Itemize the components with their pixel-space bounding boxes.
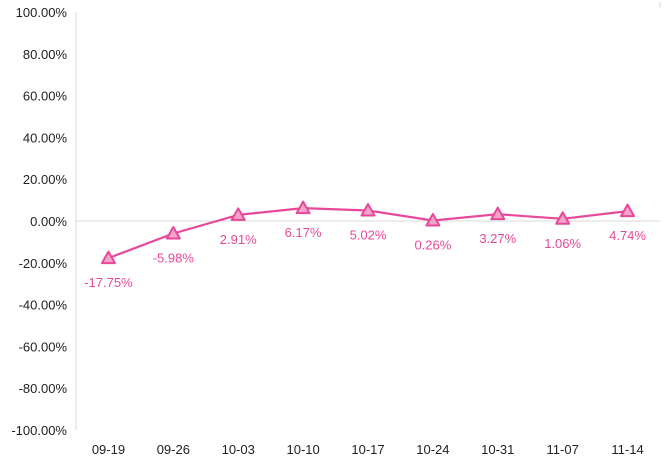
data-label: 1.06% xyxy=(544,236,581,251)
data-labels: -17.75% -5.98% 2.91% 6.17% 5.02% 0.26% 3.27% 1.… xyxy=(84,225,646,290)
y-tick-label: 40.00% xyxy=(23,130,68,145)
x-tick-label: 09-19 xyxy=(92,442,125,457)
y-tick-label: 60.00% xyxy=(23,89,68,104)
x-tick-label: 11-07 xyxy=(547,442,579,457)
x-axis-ticks: 09-19 09-26 10-03 10-10 10-17 10-24 10-31 11-07… xyxy=(92,442,644,457)
data-point-marker xyxy=(490,206,506,221)
data-point-marker xyxy=(425,212,441,227)
data-point-marker xyxy=(555,211,571,225)
y-tick-label: 80.00% xyxy=(23,47,68,62)
data-label: 5.02% xyxy=(350,228,387,243)
y-tick-label: -60.00% xyxy=(19,339,68,354)
y-tick-label: 20.00% xyxy=(23,172,68,187)
data-point-marker xyxy=(230,207,246,221)
y-tick-label: 0.00% xyxy=(30,214,67,229)
data-label: 4.74% xyxy=(609,228,646,243)
y-tick-label: -100.00% xyxy=(11,423,67,438)
data-point-marker xyxy=(295,200,311,215)
y-tick-label: -20.00% xyxy=(19,256,68,271)
data-label: -5.98% xyxy=(153,250,195,265)
data-label: 2.91% xyxy=(220,232,257,247)
y-tick-label: -80.00% xyxy=(19,381,68,396)
x-tick-label: 11-14 xyxy=(611,442,643,457)
data-point-marker xyxy=(620,203,636,218)
data-point-marker xyxy=(360,203,376,217)
series-group xyxy=(100,200,636,265)
data-point-marker xyxy=(165,225,181,240)
x-tick-label: 10-17 xyxy=(351,442,384,457)
data-label: 0.26% xyxy=(414,237,451,252)
data-label: 3.27% xyxy=(479,231,516,246)
data-label: -17.75% xyxy=(84,275,133,290)
x-tick-label: 10-24 xyxy=(416,442,449,457)
y-axis-ticks: 100.00% 80.00% 60.00% 40.00% 20.00% 0.00% -20.… xyxy=(11,5,67,438)
x-tick-label: 10-10 xyxy=(286,442,319,457)
y-tick-label: 100.00% xyxy=(16,5,68,20)
data-label: 6.17% xyxy=(285,225,322,240)
x-tick-label: 09-26 xyxy=(157,442,190,457)
y-tick-label: -40.00% xyxy=(19,298,68,313)
x-tick-label: 10-03 xyxy=(222,442,255,457)
x-tick-label: 10-31 xyxy=(481,442,514,457)
data-point-marker xyxy=(100,250,116,265)
